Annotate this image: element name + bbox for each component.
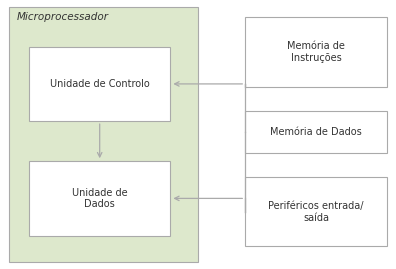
Text: Periféricos entrada/
saída: Periféricos entrada/ saída (268, 201, 364, 222)
Text: Memória de
Instruções: Memória de Instruções (287, 41, 345, 63)
Text: Unidade de
Dados: Unidade de Dados (72, 187, 128, 209)
Bar (29, 47, 170, 121)
Bar (9, 7, 198, 262)
Text: Microprocessador: Microprocessador (17, 12, 109, 22)
Bar (245, 111, 387, 153)
Bar (29, 161, 170, 236)
Text: Memória de Dados: Memória de Dados (270, 127, 362, 137)
Text: Unidade de Controlo: Unidade de Controlo (50, 79, 150, 89)
Bar (245, 177, 387, 246)
Bar (245, 17, 387, 87)
